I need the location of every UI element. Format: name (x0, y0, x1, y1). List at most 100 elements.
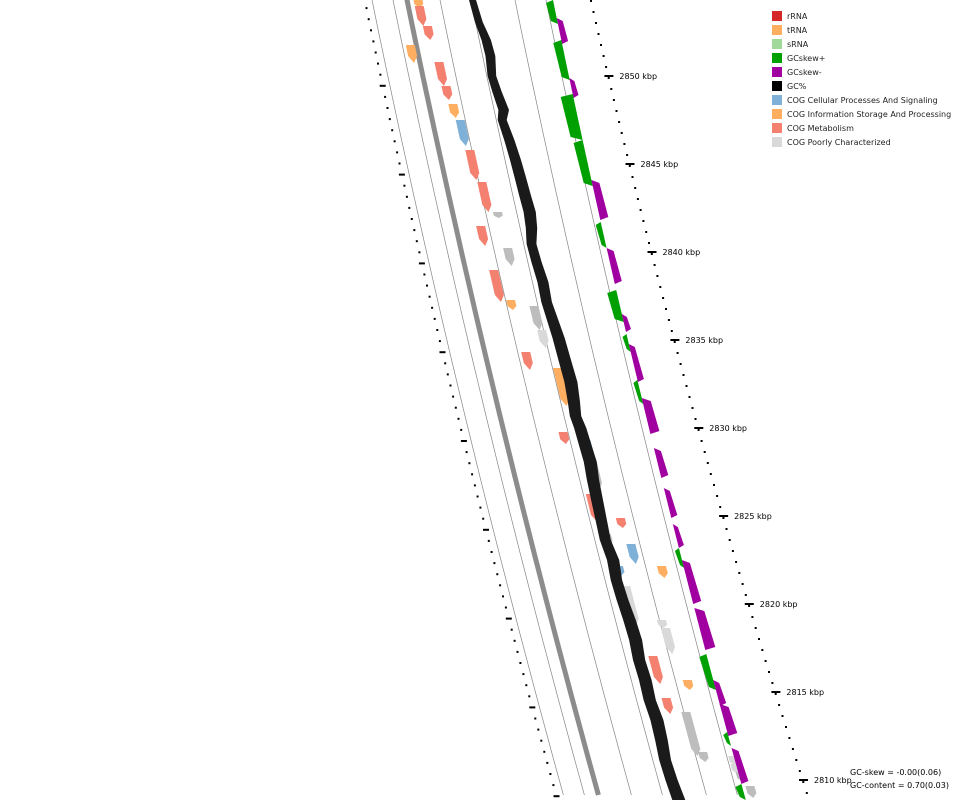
inner-major-tick (553, 795, 560, 798)
gene-feature (465, 150, 480, 180)
outer-minor-tick (731, 550, 734, 552)
outer-minor-tick (673, 341, 676, 343)
legend-swatch (772, 25, 782, 35)
guide-line (470, 0, 663, 796)
gene-feature (476, 226, 489, 246)
gene-feature (521, 352, 533, 370)
kbp-tick-label: 2850 kbp (619, 72, 657, 81)
gc-skew-segment (694, 608, 716, 650)
inner-minor-tick (379, 73, 382, 76)
outer-minor-tick (636, 198, 639, 200)
outer-minor-tick (716, 495, 719, 497)
outer-minor-tick (665, 308, 667, 310)
outer-minor-tick (764, 660, 767, 662)
inner-major-tick (379, 84, 386, 87)
outer-minor-tick (670, 330, 673, 332)
outer-minor-tick (738, 572, 741, 574)
inner-minor-tick (415, 240, 418, 243)
kbp-tick-label: 2835 kbp (685, 336, 723, 345)
outer-minor-tick (751, 616, 754, 618)
gc-skew-segment (573, 140, 593, 186)
inner-minor-tick (546, 761, 549, 764)
inner-minor-tick (537, 728, 540, 731)
gene-feature (558, 432, 570, 444)
outer-minor-tick (605, 66, 608, 68)
inner-minor-tick (465, 451, 468, 454)
inner-major-tick (505, 617, 512, 620)
gc-skew-segment (681, 560, 702, 604)
legend-swatch (772, 95, 782, 105)
inner-minor-tick (476, 495, 479, 498)
gc-skew-segment (556, 18, 569, 44)
outer-minor-tick (676, 352, 679, 354)
inner-minor-tick (408, 206, 411, 209)
outer-minor-tick (728, 539, 731, 541)
outer-minor-tick (607, 77, 610, 79)
inner-minor-tick (384, 95, 387, 98)
legend-swatch (772, 39, 782, 49)
inner-minor-tick (393, 140, 396, 143)
outer-minor-tick (682, 374, 685, 376)
kbp-tick-label: 2845 kbp (641, 160, 679, 169)
legend-item-trna: tRNA (772, 23, 951, 37)
inner-minor-tick (454, 406, 457, 409)
gene-feature (745, 786, 757, 798)
outer-minor-tick (768, 671, 770, 673)
inner-minor-tick (446, 373, 449, 376)
outer-minor-tick (662, 297, 665, 299)
gene-feature (681, 712, 701, 756)
legend: rRNA tRNA sRNA GCskew+ GCskew- GC% COG C… (772, 9, 951, 149)
legend-item-cog-information: COG Information Storage And Processing (772, 107, 951, 121)
outer-minor-tick (722, 517, 725, 519)
outer-minor-tick (725, 528, 728, 530)
outer-minor-tick (748, 605, 751, 607)
inner-minor-tick (449, 384, 452, 387)
inner-minor-tick (473, 484, 476, 487)
gene-feature (537, 330, 549, 348)
gene-feature (553, 368, 570, 406)
inner-minor-tick (471, 473, 474, 476)
outer-minor-tick (744, 594, 747, 596)
outer-minor-tick (697, 429, 700, 431)
gene-feature (626, 544, 639, 564)
inner-minor-tick (398, 162, 401, 165)
gene-feature (615, 518, 627, 528)
outer-minor-tick (691, 407, 694, 409)
inner-minor-tick (438, 340, 441, 343)
inner-minor-tick (502, 595, 504, 598)
outer-minor-tick (679, 363, 682, 365)
inner-minor-tick (405, 195, 408, 198)
gc-skew-segment (595, 222, 607, 248)
genome-backbone (404, 0, 601, 796)
legend-label: GC% (787, 81, 807, 91)
gc-content-stat: GC-content = 0.70(0.03) (850, 781, 949, 790)
legend-swatch (772, 109, 782, 119)
gene-feature (477, 182, 492, 212)
gc-skew-segment (607, 290, 624, 322)
inner-minor-tick (468, 462, 471, 465)
legend-label: COG Poorly Characterized (787, 137, 891, 147)
inner-minor-tick (426, 284, 428, 287)
outer-scale: 2850 kbp 2845 kbp 2840 kbp 2835 kbp 2830 kbp… (590, 0, 852, 794)
outer-minor-tick (618, 121, 621, 123)
legend-label: rRNA (787, 11, 808, 21)
outer-minor-tick (592, 11, 595, 13)
kbp-tick-label: 2815 kbp (786, 688, 824, 697)
outer-minor-tick (648, 242, 650, 244)
legend-swatch (772, 81, 782, 91)
gc-skew-segment (622, 334, 631, 352)
gc-skew-segment (653, 448, 669, 478)
outer-minor-tick (798, 770, 801, 772)
inner-minor-tick (374, 51, 377, 54)
inner-minor-tick (549, 773, 552, 775)
gene-feature (489, 270, 504, 302)
outer-minor-tick (788, 737, 791, 739)
gc-skew-segment (731, 748, 749, 784)
outer-minor-tick (741, 583, 744, 585)
gc-content-track (469, 0, 686, 800)
gene-feature (414, 6, 427, 26)
inner-major-tick (483, 528, 489, 531)
gc-skew-segment (713, 680, 727, 706)
legend-label: GCskew+ (787, 53, 826, 63)
gc-skew-segment (546, 0, 558, 24)
